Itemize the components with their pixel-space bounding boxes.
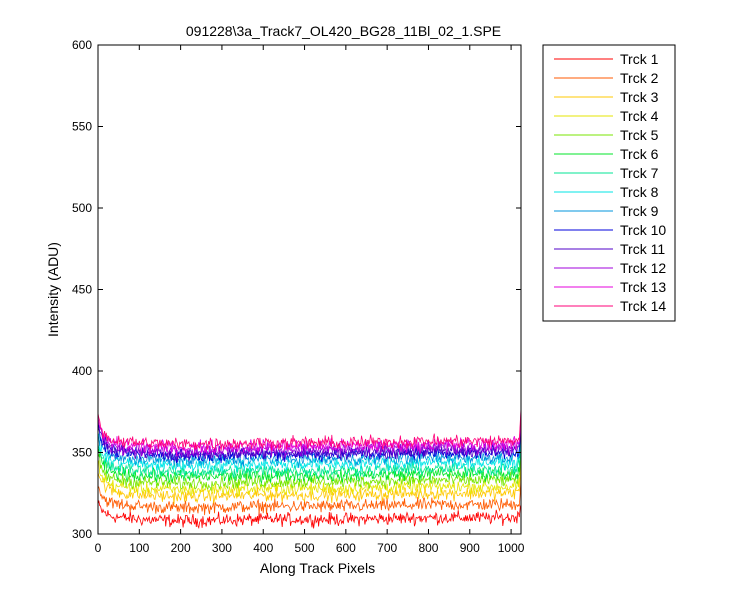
x-tick-label: 300 [212,541,232,555]
series-layer [97,407,522,529]
legend-item: Trck 2 [554,70,659,86]
legend-box [542,44,676,322]
y-axis: 300 350 400 450 500 550 600 [72,38,521,541]
legend-item: Trck 9 [554,203,659,219]
x-tick-label: 0 [95,541,102,555]
legend-label: Trck 2 [620,70,659,86]
legend-item: Trck 11 [554,241,665,257]
legend-label: Trck 4 [620,108,659,124]
y-tick-label: 600 [72,38,92,52]
x-tick-label: 400 [253,541,273,555]
legend-item: Trck 6 [554,146,659,162]
y-tick-label: 350 [72,446,92,460]
legend-label: Trck 8 [620,184,659,200]
legend-label: Trck 14 [620,298,666,314]
legend-label: Trck 13 [620,279,666,295]
legend-items: Trck 1 Trck 2 Trck 3 Trck 4 Trck 5 Trck 6 Trck… [554,51,666,314]
series-line-trck-12 [97,417,522,459]
series-line-trck-2 [97,477,522,516]
legend: Trck 1 Trck 2 Trck 3 Trck 4 Trck 5 Trck 6 Trck… [542,44,676,322]
legend-label: Trck 7 [620,165,659,181]
legend-item: Trck 1 [554,51,659,67]
y-tick-label: 500 [72,201,92,215]
legend-item: Trck 8 [554,184,659,200]
series-line-trck-1 [97,500,522,529]
legend-label: Trck 1 [620,51,659,67]
legend-item: Trck 12 [554,260,666,276]
legend-label: Trck 10 [620,222,666,238]
legend-item: Trck 14 [554,298,666,314]
x-axis: 0 100 200 300 400 500 600 700 800 900 1000 [95,45,525,555]
x-tick-label: 1000 [498,541,525,555]
legend-label: Trck 11 [620,241,665,257]
legend-item: Trck 13 [554,279,666,295]
series-line-trck-11 [97,425,522,463]
legend-item: Trck 10 [554,222,666,238]
x-tick-label: 200 [171,541,191,555]
series-line-trck-4 [97,450,522,497]
legend-label: Trck 9 [620,203,659,219]
series-line-trck-9 [97,429,522,468]
chart-title: 091228\3a_Track7_OL420_BG28_11Bl_02_1.SP… [186,23,501,39]
series-line-trck-3 [97,467,522,505]
x-tick-label: 500 [295,541,315,555]
legend-label: Trck 3 [620,89,659,105]
plot-area [97,44,522,535]
x-tick-label: 800 [418,541,438,555]
x-tick-label: 700 [377,541,397,555]
x-tick-label: 900 [460,541,480,555]
legend-label: Trck 5 [620,127,659,143]
y-tick-label: 400 [72,364,92,378]
x-tick-label: 600 [336,541,356,555]
series-line-trck-13 [97,409,522,457]
y-tick-label: 450 [72,283,92,297]
x-axis-label: Along Track Pixels [260,560,375,576]
series-line-trck-14 [97,407,522,451]
y-tick-label: 550 [72,120,92,134]
series-line-trck-7 [97,443,522,479]
x-tick-label: 100 [129,541,149,555]
legend-label: Trck 12 [620,260,666,276]
y-tick-label: 300 [72,527,92,541]
y-axis-label: Intensity (ADU) [45,242,61,337]
legend-label: Trck 6 [620,146,659,162]
legend-item: Trck 5 [554,127,659,143]
legend-item: Trck 7 [554,165,659,181]
legend-item: Trck 4 [554,108,659,124]
series-line-trck-6 [97,442,522,485]
legend-item: Trck 3 [554,89,659,105]
